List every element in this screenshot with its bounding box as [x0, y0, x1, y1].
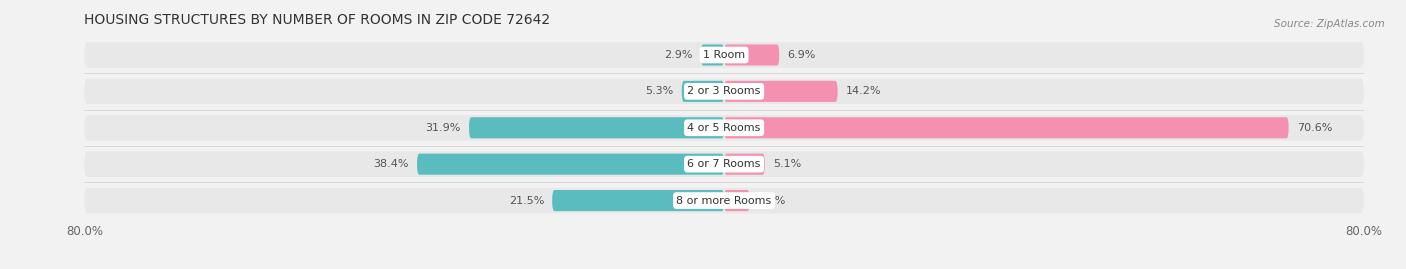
- FancyBboxPatch shape: [724, 81, 838, 102]
- Text: 3.2%: 3.2%: [758, 196, 786, 206]
- FancyBboxPatch shape: [724, 44, 779, 66]
- FancyBboxPatch shape: [724, 190, 749, 211]
- Text: 38.4%: 38.4%: [374, 159, 409, 169]
- FancyBboxPatch shape: [84, 79, 1364, 104]
- Text: HOUSING STRUCTURES BY NUMBER OF ROOMS IN ZIP CODE 72642: HOUSING STRUCTURES BY NUMBER OF ROOMS IN…: [84, 13, 551, 27]
- Text: 8 or more Rooms: 8 or more Rooms: [676, 196, 772, 206]
- FancyBboxPatch shape: [84, 151, 1364, 177]
- Text: Source: ZipAtlas.com: Source: ZipAtlas.com: [1274, 19, 1385, 29]
- Text: 2 or 3 Rooms: 2 or 3 Rooms: [688, 86, 761, 96]
- FancyBboxPatch shape: [84, 115, 1364, 140]
- Text: 5.3%: 5.3%: [645, 86, 673, 96]
- Text: 21.5%: 21.5%: [509, 196, 544, 206]
- FancyBboxPatch shape: [84, 42, 1364, 68]
- FancyBboxPatch shape: [470, 117, 724, 138]
- FancyBboxPatch shape: [724, 117, 1289, 138]
- FancyBboxPatch shape: [553, 190, 724, 211]
- Text: 1 Room: 1 Room: [703, 50, 745, 60]
- Text: 31.9%: 31.9%: [426, 123, 461, 133]
- Text: 2.9%: 2.9%: [665, 50, 693, 60]
- Text: 70.6%: 70.6%: [1296, 123, 1331, 133]
- Text: 5.1%: 5.1%: [773, 159, 801, 169]
- FancyBboxPatch shape: [418, 154, 724, 175]
- Text: 14.2%: 14.2%: [845, 86, 882, 96]
- Text: 6 or 7 Rooms: 6 or 7 Rooms: [688, 159, 761, 169]
- FancyBboxPatch shape: [84, 188, 1364, 213]
- FancyBboxPatch shape: [702, 44, 724, 66]
- Text: 4 or 5 Rooms: 4 or 5 Rooms: [688, 123, 761, 133]
- Text: 6.9%: 6.9%: [787, 50, 815, 60]
- FancyBboxPatch shape: [682, 81, 724, 102]
- FancyBboxPatch shape: [724, 154, 765, 175]
